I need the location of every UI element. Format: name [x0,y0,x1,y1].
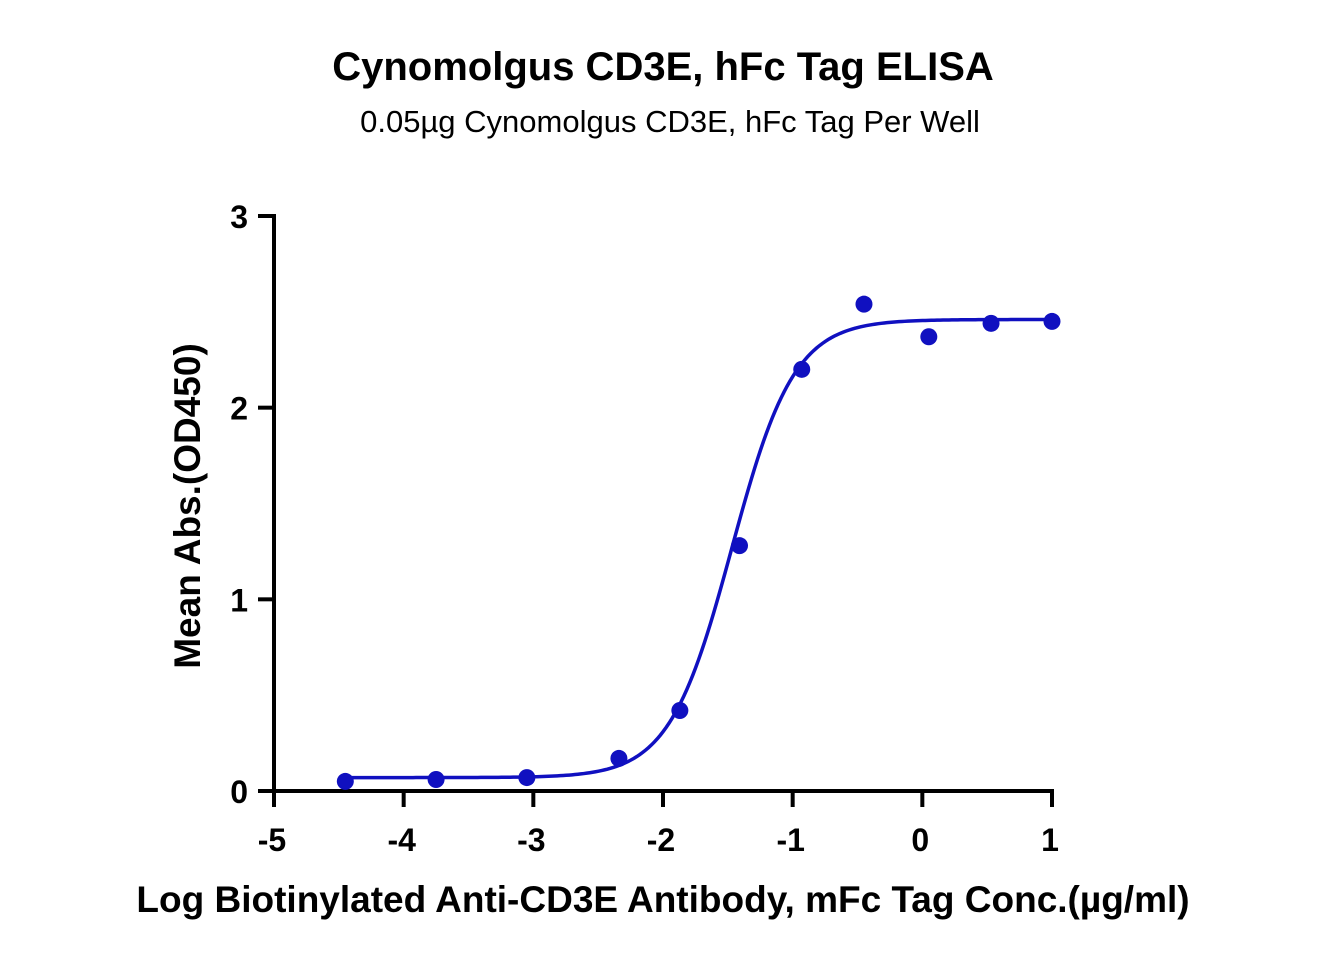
y-tick-label: 1 [230,582,248,618]
y-tick-label: 0 [230,774,248,810]
y-tick-label: 2 [230,391,248,427]
data-point [982,314,1000,332]
chart-title: Cynomolgus CD3E, hFc Tag ELISA [332,45,994,89]
data-point [336,772,354,790]
data-point [793,360,811,378]
x-tick-label: 0 [911,822,929,858]
x-tick-label: -5 [258,822,286,858]
fit-curve [345,317,1052,780]
data-point [671,702,689,719]
data-point [855,295,873,313]
x-axis-label: Log Biotinylated Anti-CD3E Antibody, mFc… [136,879,1189,920]
x-tick-label: -4 [387,822,416,858]
data-point [427,771,445,788]
y-axis-label: Mean Abs.(OD450) [167,343,208,669]
chart-subtitle: 0.05µg Cynomolgus CD3E, hFc Tag Per Well [360,104,980,139]
x-ticks: -5 -4 -3 -2 -1 0 1 [258,791,1059,858]
data-point [920,328,938,346]
x-tick-label: -3 [517,822,545,858]
data-point [731,537,749,555]
data-points [336,295,1061,790]
data-point [1043,312,1061,330]
y-ticks: 0 1 2 3 [230,199,274,810]
axes [272,214,1054,793]
x-tick-label: 1 [1041,822,1059,858]
x-tick-label: -1 [776,822,804,858]
y-tick-label: 3 [230,199,248,235]
data-point [518,769,536,787]
x-tick-label: -2 [647,822,675,858]
data-point [610,749,628,767]
